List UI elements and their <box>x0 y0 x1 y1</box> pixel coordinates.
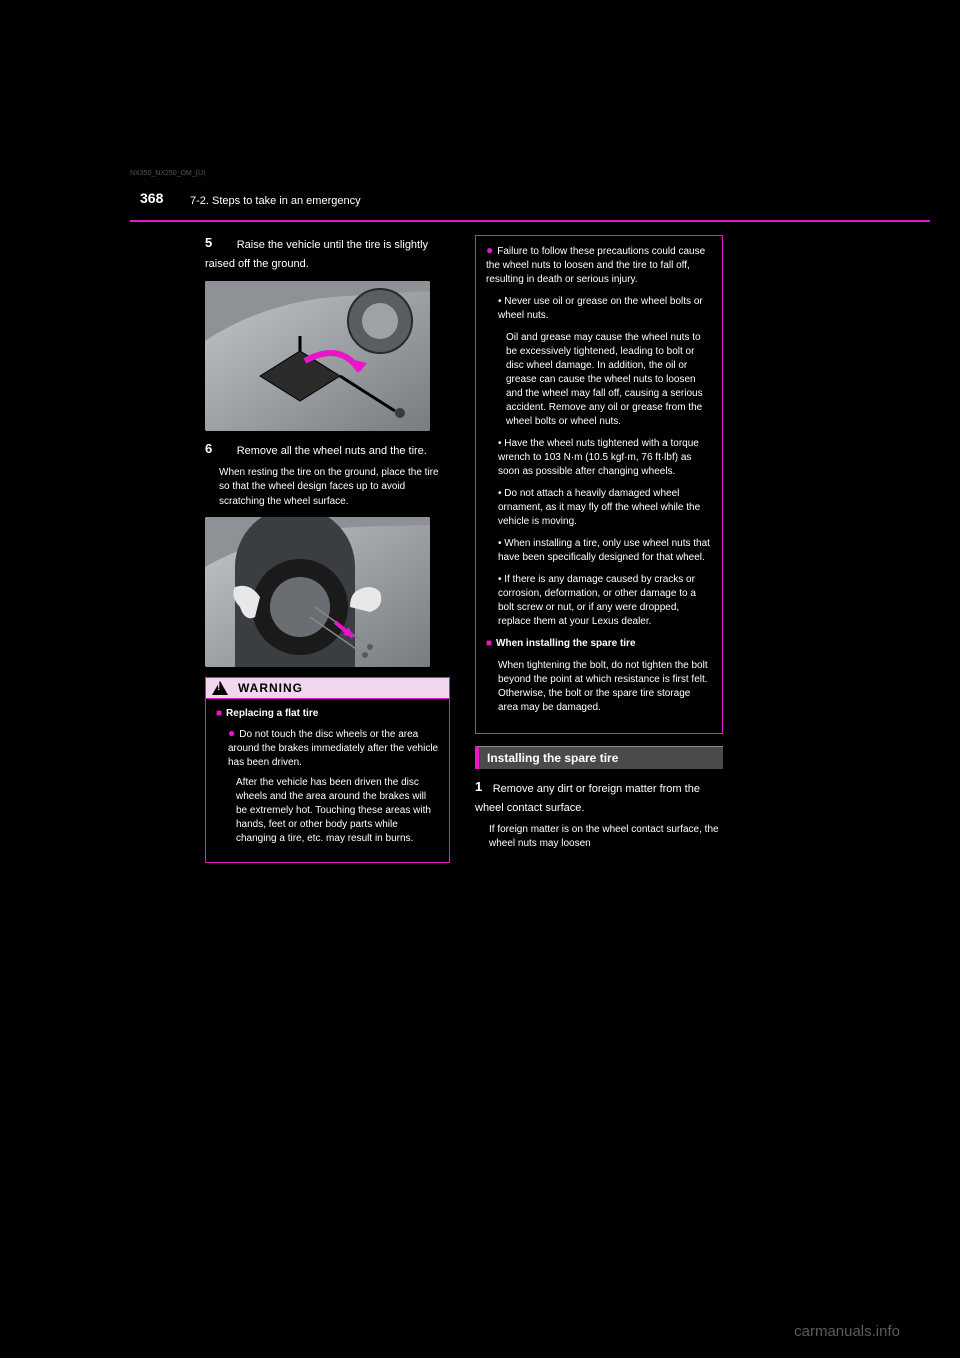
round-bullet-icon: ● <box>486 243 493 257</box>
warning-title: WARNING <box>238 681 303 695</box>
warning-text: Do not touch the disc wheels or the area… <box>228 729 438 768</box>
warning-text: After the vehicle has been driven the di… <box>216 776 439 846</box>
square-bullet-icon: ■ <box>216 708 222 719</box>
warning-subhead: When installing the spare tire <box>496 638 635 649</box>
step-number: 5 <box>205 235 212 250</box>
round-bullet-icon: ● <box>228 726 235 740</box>
install-note: If foreign matter is on the wheel contac… <box>475 823 725 851</box>
warning-body: ■ Replacing a flat tire ●Do not touch the… <box>206 699 449 862</box>
warning-box-right: ●Failure to follow these precautions cou… <box>475 235 723 734</box>
section-breadcrumb: 7-2. Steps to take in an emergency <box>190 195 361 207</box>
doc-code: NX350_NX250_OM_(U) <box>130 170 205 177</box>
tire-removal-illustration <box>205 517 430 667</box>
warning-box-left: WARNING ■ Replacing a flat tire ●Do not t… <box>205 677 450 863</box>
section-heading: Installing the spare tire <box>475 746 723 769</box>
step-text: Remove all the wheel nuts and the tire. <box>223 445 427 457</box>
warning-text: When tightening the bolt, do not tighten… <box>486 659 712 715</box>
step-6-note: When resting the tire on the ground, pla… <box>205 466 450 510</box>
step-text: Raise the vehicle until the tire is slig… <box>205 239 428 270</box>
header-rule <box>130 220 930 222</box>
jack-illustration <box>205 281 430 431</box>
warning-triangle-icon <box>212 681 228 695</box>
figure-jack <box>205 281 430 431</box>
footer-watermark: carmanuals.info <box>794 1323 900 1340</box>
warning-text: Oil and grease may cause the wheel nuts … <box>486 331 712 429</box>
step-5: 5 Raise the vehicle until the tire is sl… <box>205 235 450 273</box>
warning-header: WARNING <box>206 678 449 699</box>
warning-subhead: Replacing a flat tire <box>226 708 318 719</box>
left-column: 5 Raise the vehicle until the tire is sl… <box>205 235 450 863</box>
warning-text: If there is any damage caused by cracks … <box>498 574 696 627</box>
page-number: 368 <box>140 190 163 206</box>
warning-text: When installing a tire, only use wheel n… <box>498 538 710 563</box>
warning-text: Have the wheel nuts tightened with a tor… <box>498 438 699 477</box>
square-bullet-icon: ■ <box>486 638 492 649</box>
warning-text: Do not attach a heavily damaged wheel or… <box>498 488 700 527</box>
right-column: ●Failure to follow these precautions cou… <box>475 235 725 851</box>
figure-remove-tire <box>205 517 430 667</box>
step-number: 6 <box>205 441 212 456</box>
warning-text: Never use oil or grease on the wheel bol… <box>498 296 703 321</box>
warning-text: Failure to follow these precautions coul… <box>486 246 705 285</box>
step-text: Remove any dirt or foreign matter from t… <box>475 783 700 814</box>
install-step-1: 1 Remove any dirt or foreign matter from… <box>475 779 725 817</box>
step-6: 6 Remove all the wheel nuts and the tire… <box>205 441 450 460</box>
step-number: 1 <box>475 779 482 794</box>
